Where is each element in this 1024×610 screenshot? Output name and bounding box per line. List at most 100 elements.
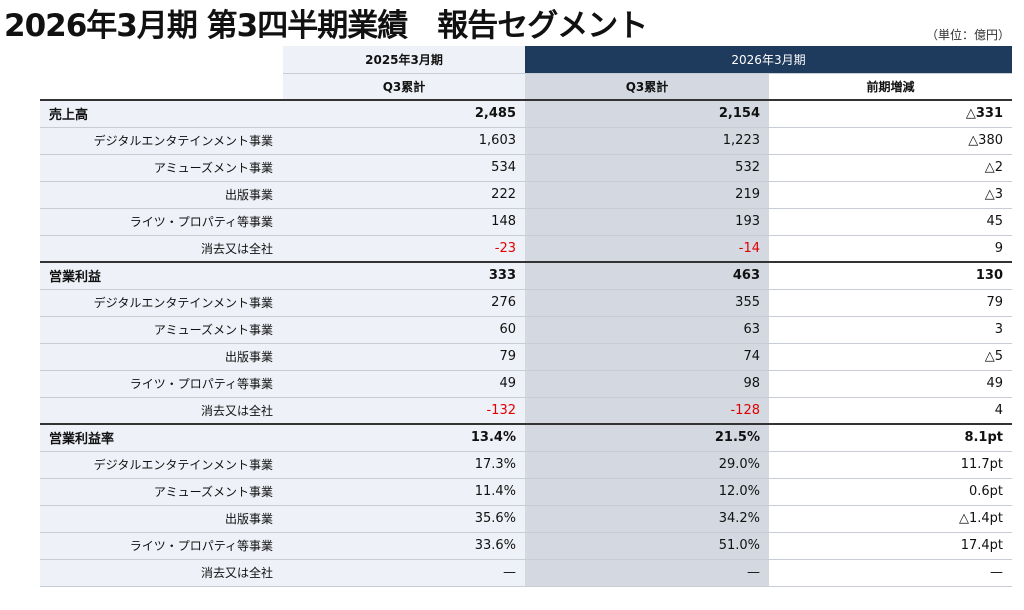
row-label: デジタルエンタテインメント事業 (40, 127, 283, 155)
value-cell: 79 (769, 289, 1012, 317)
row-label: 消去又は全社 (40, 559, 283, 587)
value-cell: △5 (769, 343, 1012, 371)
value-cell: 63 (525, 316, 769, 344)
value-cell: 534 (283, 154, 525, 182)
item-row: ライツ・プロパティ等事業 33.6% 51.0% 17.4pt (40, 532, 1012, 560)
value-cell: 333 (283, 261, 525, 290)
empty-cell (40, 46, 283, 73)
item-row: 消去又は全社 -132 -128 4 (40, 397, 1012, 425)
value-cell: 219 (525, 181, 769, 209)
value-cell: △2 (769, 154, 1012, 182)
value-cell: 49 (769, 370, 1012, 398)
item-row: アミューズメント事業 11.4% 12.0% 0.6pt (40, 478, 1012, 506)
section-row: 営業利益 333 463 130 (40, 261, 1012, 290)
value-cell: 148 (283, 208, 525, 236)
item-row: デジタルエンタテインメント事業 1,603 1,223 △380 (40, 127, 1012, 155)
value-cell: 2,154 (525, 99, 769, 128)
value-cell: 193 (525, 208, 769, 236)
row-label: 売上高 (40, 99, 283, 128)
row-label: デジタルエンタテインメント事業 (40, 289, 283, 317)
value-cell: 355 (525, 289, 769, 317)
value-cell: △331 (769, 99, 1012, 128)
value-cell: 1,223 (525, 127, 769, 155)
value-cell: 34.2% (525, 505, 769, 533)
period-header: 2026年3月期 (525, 46, 1012, 74)
item-row: 出版事業 222 219 △3 (40, 181, 1012, 209)
value-cell: 463 (525, 261, 769, 290)
item-row: デジタルエンタテインメント事業 276 355 79 (40, 289, 1012, 317)
value-cell: 33.6% (283, 532, 525, 560)
section-row: 営業利益率 13.4% 21.5% 8.1pt (40, 423, 1012, 452)
value-cell: 12.0% (525, 478, 769, 506)
value-cell: 98 (525, 370, 769, 398)
row-label: アミューズメント事業 (40, 154, 283, 182)
value-cell: 35.6% (283, 505, 525, 533)
value-cell: 21.5% (525, 423, 769, 452)
value-cell: — (525, 559, 769, 587)
value-cell: 276 (283, 289, 525, 317)
segment-table: 2025年3月期 2026年3月期 Q3累計 Q3累計 前期増減 売上高 2,48… (40, 46, 1012, 587)
row-label: 営業利益 (40, 261, 283, 290)
value-cell: -14 (525, 235, 769, 263)
row-label: 消去又は全社 (40, 235, 283, 263)
item-row: アミューズメント事業 60 63 3 (40, 316, 1012, 344)
value-cell: 222 (283, 181, 525, 209)
row-label: ライツ・プロパティ等事業 (40, 208, 283, 236)
section-row: 売上高 2,485 2,154 △331 (40, 99, 1012, 128)
value-cell: 74 (525, 343, 769, 371)
unit-note: （単位：億円） (925, 28, 1010, 42)
empty-cell (40, 73, 283, 100)
item-row: 出版事業 35.6% 34.2% △1.4pt (40, 505, 1012, 533)
item-row: ライツ・プロパティ等事業 148 193 45 (40, 208, 1012, 236)
column-header: Q3累計 (525, 73, 769, 101)
row-label: ライツ・プロパティ等事業 (40, 370, 283, 398)
row-label: 消去又は全社 (40, 397, 283, 425)
value-cell: 17.4pt (769, 532, 1012, 560)
row-label: アミューズメント事業 (40, 316, 283, 344)
value-cell: △3 (769, 181, 1012, 209)
value-cell: 2,485 (283, 99, 525, 128)
value-cell: △1.4pt (769, 505, 1012, 533)
row-label: 営業利益率 (40, 423, 283, 452)
value-cell: 11.7pt (769, 451, 1012, 479)
value-cell: 11.4% (283, 478, 525, 506)
row-label: アミューズメント事業 (40, 478, 283, 506)
row-label: 出版事業 (40, 181, 283, 209)
period-header: 2025年3月期 (283, 46, 525, 74)
title: 2026年3月期 第3四半期業績 報告セグメント (4, 8, 648, 44)
value-cell: 45 (769, 208, 1012, 236)
value-cell: 532 (525, 154, 769, 182)
value-cell: — (283, 559, 525, 587)
value-cell: 4 (769, 397, 1012, 425)
value-cell: 130 (769, 261, 1012, 290)
item-row: アミューズメント事業 534 532 △2 (40, 154, 1012, 182)
value-cell: 0.6pt (769, 478, 1012, 506)
value-cell: 3 (769, 316, 1012, 344)
value-cell: — (769, 559, 1012, 587)
row-label: デジタルエンタテインメント事業 (40, 451, 283, 479)
item-row: デジタルエンタテインメント事業 17.3% 29.0% 11.7pt (40, 451, 1012, 479)
value-cell: 51.0% (525, 532, 769, 560)
item-row: 消去又は全社 -23 -14 9 (40, 235, 1012, 263)
row-label: 出版事業 (40, 505, 283, 533)
value-cell: -128 (525, 397, 769, 425)
value-cell: 9 (769, 235, 1012, 263)
item-row: ライツ・プロパティ等事業 49 98 49 (40, 370, 1012, 398)
row-label: ライツ・プロパティ等事業 (40, 532, 283, 560)
value-cell: 79 (283, 343, 525, 371)
value-cell: -23 (283, 235, 525, 263)
value-cell: 13.4% (283, 423, 525, 452)
item-row: 出版事業 79 74 △5 (40, 343, 1012, 371)
column-header: Q3累計 (283, 73, 525, 101)
item-row: 消去又は全社 — — — (40, 559, 1012, 587)
value-cell: 1,603 (283, 127, 525, 155)
value-cell: 49 (283, 370, 525, 398)
value-cell: 29.0% (525, 451, 769, 479)
column-header: 前期増減 (769, 73, 1012, 101)
value-cell: 17.3% (283, 451, 525, 479)
value-cell: -132 (283, 397, 525, 425)
value-cell: △380 (769, 127, 1012, 155)
value-cell: 60 (283, 316, 525, 344)
column-header-row: Q3累計 Q3累計 前期増減 (40, 73, 1012, 101)
